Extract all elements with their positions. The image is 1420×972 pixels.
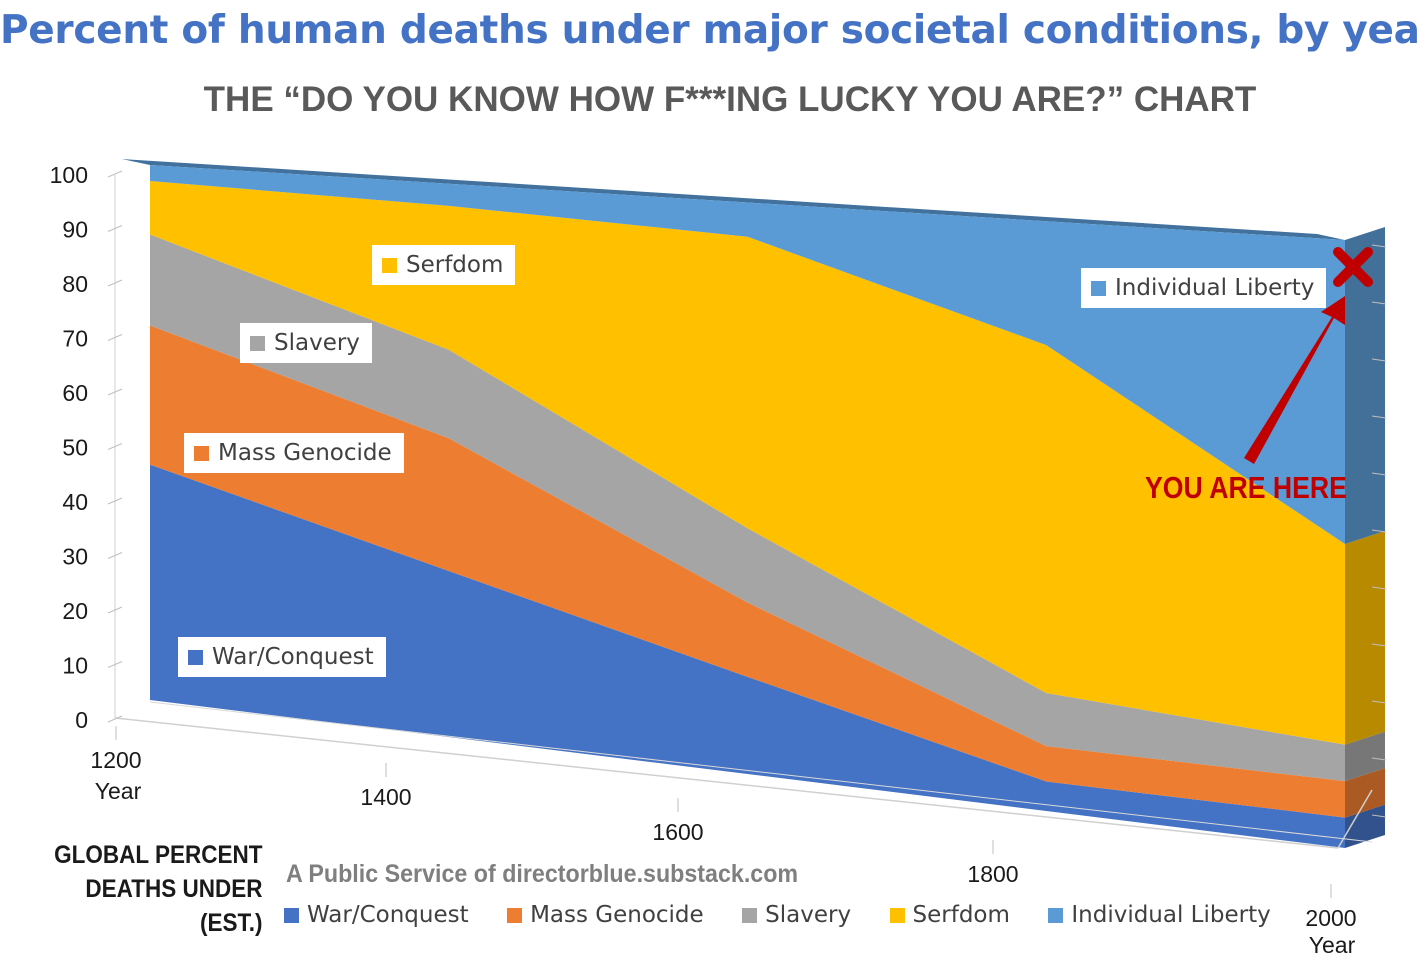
legend-item-mass-genocide: Mass Genocide (507, 902, 704, 928)
chart-depth-side (122, 159, 1385, 848)
chart-legend: War/Conquest Mass Genocide Slavery Serfd… (284, 902, 1305, 928)
right-tick-mark (1371, 301, 1387, 305)
x-tick-label: 2000 (1305, 905, 1356, 931)
right-tick-mark (1371, 757, 1387, 761)
y-tick-mark (107, 279, 123, 287)
y-tick-label: 90 (62, 217, 88, 243)
slavery-swatch (250, 336, 265, 351)
mass-genocide-swatch (194, 446, 209, 461)
right-tick-mark (1371, 586, 1387, 590)
page-title: Percent of human deaths under major soci… (0, 8, 1420, 53)
y-tick-mark (107, 497, 123, 505)
y-tick-mark (107, 170, 123, 178)
y-tick-label: 80 (62, 271, 88, 297)
y-axis-title-line-3: (EST.) (199, 909, 262, 937)
legend-label: Serfdom (912, 902, 1010, 928)
series-side-individual-liberty (1345, 227, 1385, 544)
x-tick-label: 1800 (967, 861, 1018, 887)
y-tick-mark (107, 606, 123, 614)
individual-liberty-swatch (1091, 281, 1106, 296)
y-tick-mark (107, 225, 123, 232)
x-tick-label: 1200 (90, 747, 141, 773)
x-axis-title: Year (1309, 932, 1356, 958)
chart-areas (150, 165, 1345, 848)
y-axis-title-line-2: DEATHS UNDER (84, 875, 262, 903)
y-tick-label: 100 (50, 162, 88, 188)
series-side-slavery (1345, 731, 1385, 782)
war-conquest-swatch (188, 650, 203, 665)
right-tick-mark (1371, 700, 1387, 704)
right-tick-mark (1371, 529, 1387, 533)
series-side-mass-genocide (1345, 768, 1385, 818)
y-tick-label: 20 (62, 598, 88, 624)
chart-top-face (122, 159, 1345, 240)
y-tick-mark (107, 661, 123, 668)
x-axis-back-line (149, 701, 1373, 843)
x-axis-title: Year (95, 778, 142, 804)
y-tick-label: 10 (62, 653, 88, 679)
legend-label: Mass Genocide (530, 902, 704, 928)
series-side-serfdom (1345, 531, 1385, 745)
you-are-here-arrow-icon (1244, 296, 1345, 464)
right-tick-mark (1371, 472, 1387, 476)
right-tick-mark (1371, 415, 1387, 419)
legend-swatch (284, 908, 299, 923)
x-tick-label: 1600 (652, 819, 703, 845)
label-serfdom-text: Serfdom (406, 252, 504, 278)
label-serfdom: Serfdom (372, 245, 516, 285)
legend-swatch (507, 908, 523, 923)
y-tick-label: 70 (62, 326, 88, 352)
legend-swatch (1048, 908, 1064, 923)
series-area-serfdom (150, 181, 1345, 745)
y-axis-title-line-1: GLOBAL PERCENT (53, 841, 262, 869)
label-individual-liberty-text: Individual Liberty (1115, 275, 1315, 301)
serfdom-swatch (382, 258, 397, 273)
y-tick-mark (107, 388, 123, 396)
y-tick-label: 30 (62, 544, 88, 570)
legend-label: War/Conquest (307, 902, 469, 928)
chart-annotation (1244, 247, 1373, 464)
x-marker-icon (1333, 247, 1373, 287)
you-are-here-label: YOU ARE HERE (1145, 470, 1347, 505)
chart-title: THE “DO YOU KNOW HOW F***ING LUCKY YOU A… (203, 80, 1257, 119)
label-mass-genocide-text: Mass Genocide (218, 440, 392, 466)
right-tick-mark (1371, 643, 1387, 647)
chart-axes: 0 10 20 30 40 50 60 70 80 90 100 1200 1400 1600 1800 20… (50, 162, 1387, 958)
x-axis-end-line (1337, 789, 1373, 849)
y-tick-mark (107, 715, 123, 723)
y-tick-mark (107, 334, 123, 341)
label-mass-genocide: Mass Genocide (184, 433, 404, 473)
y-tick-mark (107, 552, 123, 559)
label-individual-liberty: Individual Liberty (1081, 268, 1327, 308)
credit-text: A Public Service of directorblue.substac… (286, 860, 799, 888)
label-slavery: Slavery (240, 323, 372, 363)
label-war-conquest: War/Conquest (178, 637, 386, 677)
right-tick-mark (1371, 814, 1387, 818)
y-tick-label: 0 (75, 707, 88, 733)
legend-item-serfdom: Serfdom (889, 902, 1010, 928)
label-slavery-text: Slavery (274, 330, 360, 356)
legend-item-slavery: Slavery (742, 902, 851, 928)
right-tick-mark (1371, 244, 1387, 248)
x-tick-label: 1400 (360, 784, 411, 810)
right-tick-mark (1371, 358, 1387, 362)
x-axis-line (114, 717, 1339, 849)
legend-label: Individual Liberty (1071, 902, 1271, 928)
series-area-mass-genocide (150, 325, 1345, 818)
y-tick-label: 60 (62, 380, 88, 406)
series-area-individual-liberty (150, 165, 1345, 544)
y-tick-label: 50 (62, 435, 88, 461)
y-tick-mark (107, 443, 123, 450)
series-area-war-conquest (150, 464, 1345, 848)
y-axis-title: GLOBAL PERCENT DEATHS UNDER (EST.) (54, 838, 262, 940)
legend-swatch (742, 908, 758, 923)
y-tick-label: 40 (62, 489, 88, 515)
legend-swatch (889, 908, 905, 923)
legend-item-war-conquest: War/Conquest (284, 902, 469, 928)
legend-item-individual-liberty: Individual Liberty (1048, 902, 1271, 928)
series-area-slavery (150, 234, 1345, 782)
legend-label: Slavery (765, 902, 852, 928)
label-war-conquest-text: War/Conquest (212, 644, 374, 670)
